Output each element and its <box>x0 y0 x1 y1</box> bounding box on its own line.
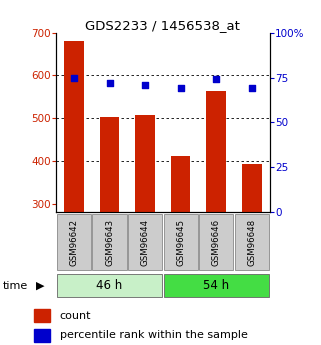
Point <box>107 80 112 86</box>
Bar <box>199 214 233 270</box>
Text: 54 h: 54 h <box>203 279 229 292</box>
Bar <box>128 214 162 270</box>
Point <box>178 86 183 91</box>
Bar <box>34 309 50 322</box>
Bar <box>57 274 162 297</box>
Bar <box>57 214 91 270</box>
Bar <box>171 156 190 212</box>
Bar <box>100 117 119 212</box>
Bar <box>206 91 226 212</box>
Bar <box>135 115 155 212</box>
Text: count: count <box>60 310 91 321</box>
Text: GSM96644: GSM96644 <box>141 219 150 266</box>
Text: GSM96642: GSM96642 <box>69 219 78 266</box>
Text: GSM96645: GSM96645 <box>176 219 185 266</box>
Text: ▶: ▶ <box>36 281 44 290</box>
Bar <box>163 274 269 297</box>
Text: time: time <box>3 281 29 290</box>
Text: GSM96648: GSM96648 <box>247 219 256 266</box>
Text: 46 h: 46 h <box>96 279 123 292</box>
Bar <box>163 214 198 270</box>
Text: percentile rank within the sample: percentile rank within the sample <box>60 331 247 341</box>
Bar <box>92 214 127 270</box>
Point <box>71 75 76 80</box>
Text: GSM96643: GSM96643 <box>105 219 114 266</box>
Point <box>143 82 148 88</box>
Bar <box>34 329 50 342</box>
Bar <box>64 41 84 212</box>
Title: GDS2233 / 1456538_at: GDS2233 / 1456538_at <box>85 19 240 32</box>
Bar <box>235 214 269 270</box>
Point <box>249 86 255 91</box>
Text: GSM96646: GSM96646 <box>212 219 221 266</box>
Bar <box>242 164 262 212</box>
Point <box>214 77 219 82</box>
